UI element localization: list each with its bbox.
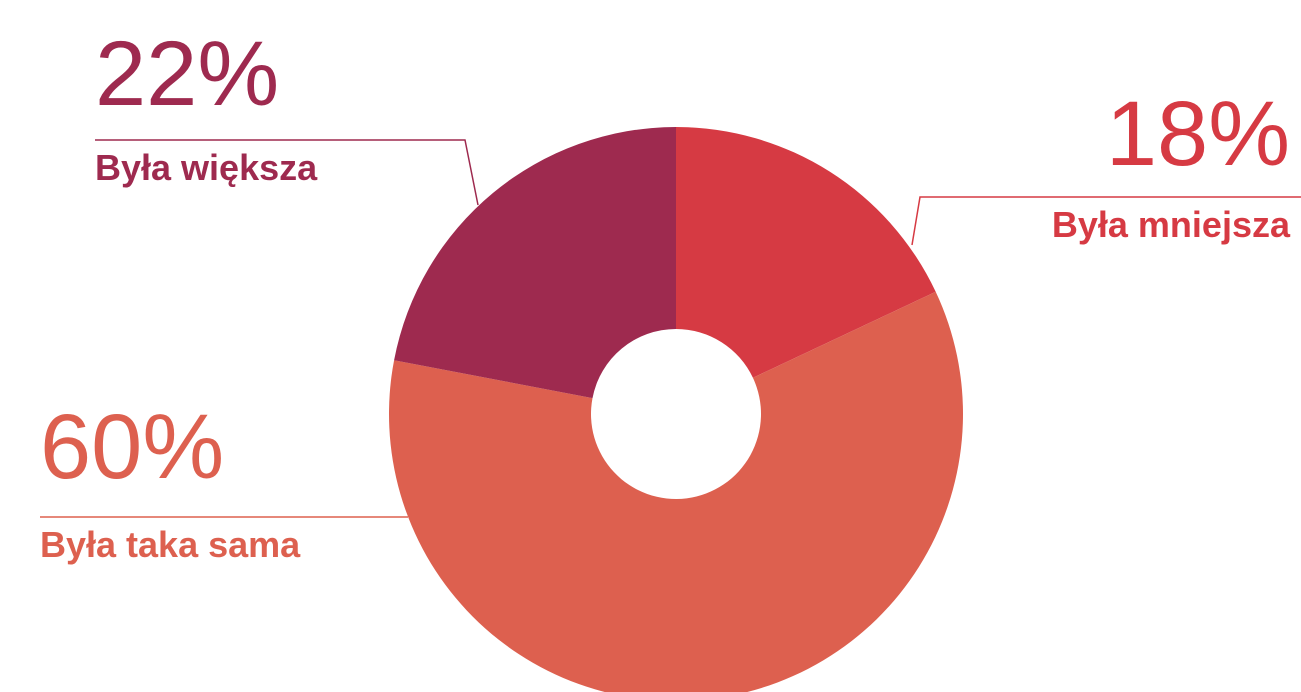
category-label: Była taka sama	[40, 524, 301, 565]
category-label: Była mniejsza	[1052, 204, 1291, 245]
leader-line	[911, 196, 1301, 246]
value-label: 60%	[40, 396, 224, 498]
leader-lines	[40, 139, 1301, 518]
slice	[676, 127, 936, 378]
slice	[394, 127, 676, 399]
value-label: 18%	[1106, 83, 1290, 185]
slices	[389, 127, 964, 692]
category-label: Była większa	[95, 147, 318, 188]
leader-line	[95, 139, 479, 206]
slice	[389, 291, 964, 692]
value-label: 22%	[95, 23, 279, 125]
